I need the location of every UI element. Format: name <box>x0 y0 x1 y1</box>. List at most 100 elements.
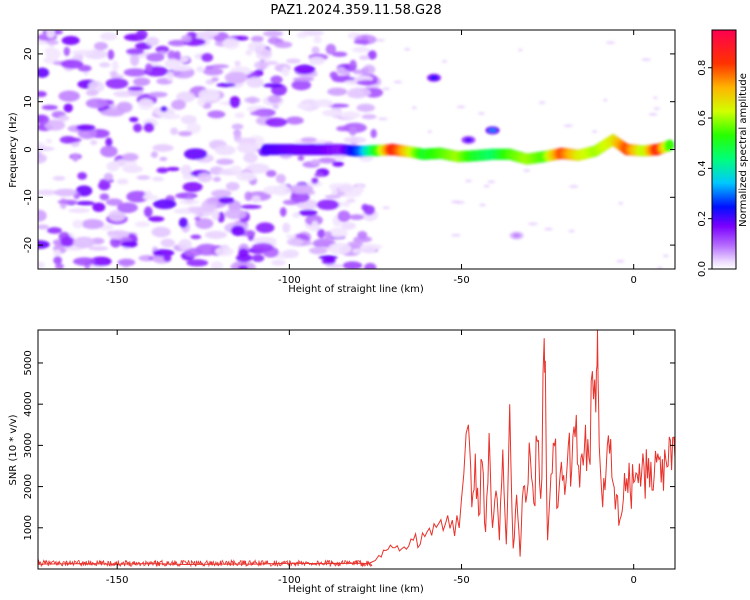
heatmap-noise-cell <box>41 104 58 111</box>
heatmap-noise-cell <box>215 246 234 257</box>
heatmap-noise-cell <box>66 137 82 143</box>
heatmap-noise-cell <box>217 211 225 223</box>
heatmap-noise-cell <box>285 116 304 125</box>
heatmap-noise-cell <box>179 199 200 205</box>
heatmap-noise-cell <box>206 199 219 204</box>
heatmap-noise-cell <box>177 208 190 214</box>
colorbar-ticks: 0.0 0.2 0.4 0.6 0.8 <box>697 60 712 277</box>
heatmap-noise-cell <box>352 69 365 75</box>
heatmap-noise-cell <box>99 62 111 68</box>
heatmap-noise-cell <box>46 39 59 45</box>
heatmap-noise-cell <box>313 100 334 108</box>
colorbar-tick-label: 0.8 <box>697 60 708 76</box>
heatmap-noise-cell <box>173 50 181 62</box>
heatmap-noise-cell <box>235 253 253 263</box>
heatmap-noise-cell <box>183 148 208 160</box>
heatmap-noise-cell <box>155 45 170 54</box>
heatmap-noise-cell <box>362 64 376 75</box>
heatmap-noise-cell <box>352 46 370 53</box>
heatmap-noise-cell <box>338 184 354 193</box>
heatmap-noise-cell <box>346 198 356 203</box>
heatmap-noise-cell <box>211 209 220 221</box>
heatmap-noise-cell <box>38 209 47 222</box>
heatmap-noise-cell <box>152 199 177 210</box>
heatmap-noise-cell <box>246 76 264 88</box>
heatmap-noise-cell <box>133 77 151 87</box>
heatmap-noise-cell <box>348 126 357 136</box>
heatmap-noise-cell <box>256 48 273 61</box>
heatmap-noise-cell <box>279 207 287 217</box>
heatmap-noise-cell <box>58 90 81 102</box>
heatmap-noise-cell <box>262 83 283 88</box>
heatmap-noise-cell <box>233 35 249 41</box>
heatmap-speckle <box>648 112 658 116</box>
heatmap-noise-cell <box>329 71 338 79</box>
heatmap-noise-cell <box>68 208 91 213</box>
heatmap-noise-cell <box>214 145 236 156</box>
heatmap-noise-cell <box>234 112 245 119</box>
heatmap-noise-cell <box>105 198 123 206</box>
heatmap-noise-cell <box>63 103 73 113</box>
heatmap-noise-cell <box>367 50 377 60</box>
heatmap-speckle <box>382 206 390 210</box>
y-tick-label: 0 <box>23 146 34 152</box>
x-tick-label: -100 <box>278 575 301 586</box>
heatmap-noise-cell <box>274 41 293 49</box>
y-tick-label: 4000 <box>23 391 34 416</box>
heatmap-noise-cell <box>134 221 150 228</box>
heatmap-noise-cell <box>195 243 219 256</box>
heatmap-noise-cell <box>361 203 369 212</box>
heatmap-noise-cell <box>224 71 248 84</box>
heatmap-speckle <box>487 180 496 184</box>
heatmap-noise-cell <box>63 46 71 57</box>
heatmap-noise-cell <box>271 259 286 266</box>
y-tick-label: 20 <box>23 48 34 61</box>
heatmap-noise-cell <box>121 240 138 248</box>
heatmap-noise-cell <box>224 208 247 220</box>
heatmap-noise-cell <box>270 75 283 84</box>
heatmap-noise-cell <box>38 146 55 152</box>
heatmap-speckle <box>592 130 598 134</box>
spectrogram-x-label: Height of straight line (km) <box>288 284 424 295</box>
heatmap-noise-cell <box>61 35 80 45</box>
heatmap-noise-cell <box>133 123 143 133</box>
heatmap-noise-cell <box>281 66 290 77</box>
figure-title: PAZ1.2024.359.11.58.G28 <box>270 3 441 18</box>
heatmap-noise-cell <box>359 243 377 254</box>
heatmap-noise-cell <box>99 193 110 201</box>
heatmap-noise-cell <box>58 115 70 122</box>
heatmap-noise-cell <box>234 60 241 67</box>
heatmap-noise-cell <box>194 31 218 38</box>
heatmap-noise-cell <box>316 199 340 211</box>
heatmap-noise-cell <box>166 71 174 82</box>
heatmap-noise-cell <box>309 247 328 255</box>
heatmap-noise-cell <box>38 224 50 230</box>
heatmap-noise-cell <box>194 216 201 221</box>
heatmap-noise-cell <box>163 254 172 262</box>
heatmap-noise-cell <box>321 109 342 117</box>
heatmap-noise-cell <box>251 35 264 43</box>
heatmap-noise-cell <box>170 127 179 135</box>
colorbar-label: Normalized spectral amplitude <box>738 73 749 227</box>
heatmap-speckle <box>450 200 461 204</box>
snr-y-ticks: 1000 2000 3000 4000 5000 <box>23 350 675 541</box>
heatmap-noise-cell <box>38 67 50 78</box>
colorbar-gradient <box>711 29 737 270</box>
heatmap-noise-cell <box>178 238 192 251</box>
heatmap-noise-cell <box>237 142 260 154</box>
heatmap-noise-cell <box>347 87 372 98</box>
heatmap-noise-cell <box>44 119 66 131</box>
heatmap-speckle <box>544 227 553 231</box>
heatmap-noise-cell <box>71 49 94 56</box>
heatmap-noise-cell <box>325 256 334 262</box>
snr-x-label: Height of straight line (km) <box>288 584 424 595</box>
y-tick-label: -20 <box>23 237 34 253</box>
heatmap-noise-cell <box>244 191 253 201</box>
heatmap-noise-cell <box>337 210 351 223</box>
heatmap-speckle <box>479 203 486 207</box>
heatmap-noise-cell <box>356 79 378 86</box>
heatmap-noise-cell <box>181 34 192 43</box>
heatmap-noise-cell <box>148 91 168 98</box>
